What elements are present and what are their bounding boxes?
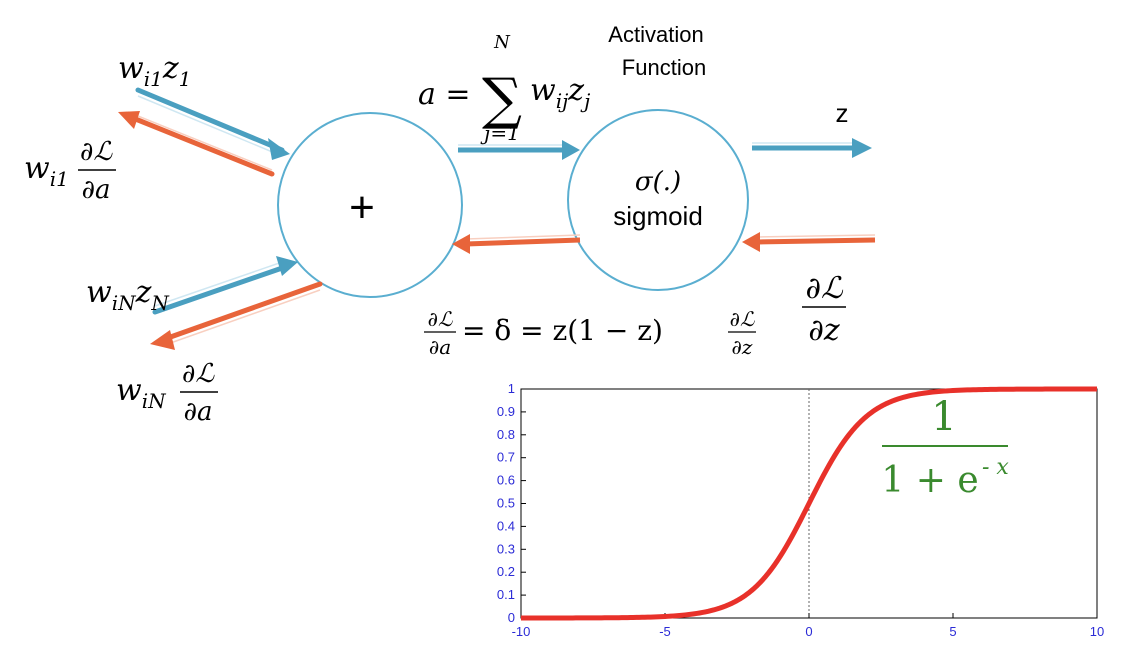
svg-text:∂ℒ: ∂ℒ — [80, 137, 113, 167]
svg-text:∂a: ∂a — [429, 335, 451, 359]
svg-text:∂a: ∂a — [184, 397, 213, 427]
x-tick-label: 0 — [805, 624, 812, 639]
svg-text:∂ℒ: ∂ℒ — [182, 359, 215, 389]
svg-text:j=1: j=1 — [480, 121, 520, 145]
sum-node-symbol: + — [349, 183, 375, 232]
y-tick-label: 0.5 — [497, 496, 515, 511]
svg-text:N: N — [493, 32, 511, 53]
svg-text:∂z: ∂z — [732, 335, 753, 359]
output-label: z — [836, 98, 849, 128]
svg-text:a =: a = — [418, 77, 471, 112]
x-tick-label: 5 — [949, 624, 956, 639]
grad-output-label: ∂ℒ ∂z — [802, 271, 846, 348]
sum-to-activation-arrow — [458, 140, 580, 160]
svg-text:1 + e: 1 + e — [881, 460, 978, 501]
activation-header-line2: Function — [622, 55, 706, 80]
sum-node — [277, 112, 463, 298]
svg-text:wiN: wiN — [116, 373, 167, 413]
svg-text:wi1z1: wi1z1 — [118, 51, 191, 91]
svg-text:∂z: ∂z — [808, 313, 840, 348]
activation-to-sum-backward-arrow — [452, 234, 581, 254]
svg-text:wi1: wi1 — [24, 151, 69, 191]
grad-input1-label: wi1 ∂ℒ ∂a — [24, 137, 116, 205]
svg-text:∂ℒ: ∂ℒ — [730, 307, 755, 331]
input1-label: wi1z1 — [118, 51, 191, 91]
inputN-label: wiNzN — [86, 275, 170, 315]
activation-sigma-label: σ(.) — [635, 167, 681, 197]
activation-header-line1: Activation — [608, 22, 703, 47]
svg-text:= δ = z(1 − z): = δ = z(1 − z) — [462, 314, 663, 347]
inputN-backward-arrow — [150, 281, 323, 350]
y-tick-label: 0.8 — [497, 427, 515, 442]
y-tick-label: 0.7 — [497, 450, 515, 465]
inputN-forward-arrow — [152, 256, 298, 315]
y-tick-label: 0.3 — [497, 541, 515, 556]
sigmoid-curve — [521, 386, 1097, 621]
svg-text:wiNzN: wiNzN — [86, 275, 170, 315]
svg-text:wijzj: wijzj — [530, 73, 590, 113]
grad-inputN-label: wiN ∂ℒ ∂a — [116, 359, 218, 427]
activation-name: sigmoid — [613, 201, 703, 231]
y-tick-label: 0.1 — [497, 587, 515, 602]
x-tick-label: -5 — [659, 624, 671, 639]
delta-equation: ∂ℒ ∂a = δ = z(1 − z) ∂ℒ ∂z — [424, 307, 756, 359]
y-tick-label: 0.4 — [497, 518, 515, 533]
sigmoid-formula: 1 1 + e - x — [881, 394, 1009, 501]
output-backward-arrow — [742, 232, 876, 252]
x-tick-label: 10 — [1090, 624, 1104, 639]
svg-text:1: 1 — [931, 394, 956, 440]
input1-forward-arrow — [135, 87, 290, 160]
output-forward-arrow — [752, 138, 872, 158]
y-tick-label: 0.6 — [497, 473, 515, 488]
activation-node — [567, 109, 749, 291]
svg-text:∂a: ∂a — [82, 175, 111, 205]
sigmoid-chart: -10 -5 0 5 10 0 0.1 0.2 0.3 0.4 0.5 0.6 0.7 0.8 0.9 1 1… — [497, 381, 1104, 639]
svg-text:- x: - x — [982, 455, 1009, 480]
svg-text:∂ℒ: ∂ℒ — [428, 307, 453, 331]
y-tick-label: 1 — [508, 381, 515, 396]
sum-formula: a = N ∑ j=1 wijzj — [418, 32, 590, 145]
input1-backward-arrow — [118, 111, 275, 177]
svg-text:∑: ∑ — [482, 67, 522, 132]
svg-text:∂ℒ: ∂ℒ — [805, 271, 844, 306]
y-tick-label: 0 — [508, 610, 515, 625]
y-tick-label: 0.2 — [497, 564, 515, 579]
x-tick-label: -10 — [512, 624, 531, 639]
y-tick-label: 0.9 — [497, 404, 515, 419]
